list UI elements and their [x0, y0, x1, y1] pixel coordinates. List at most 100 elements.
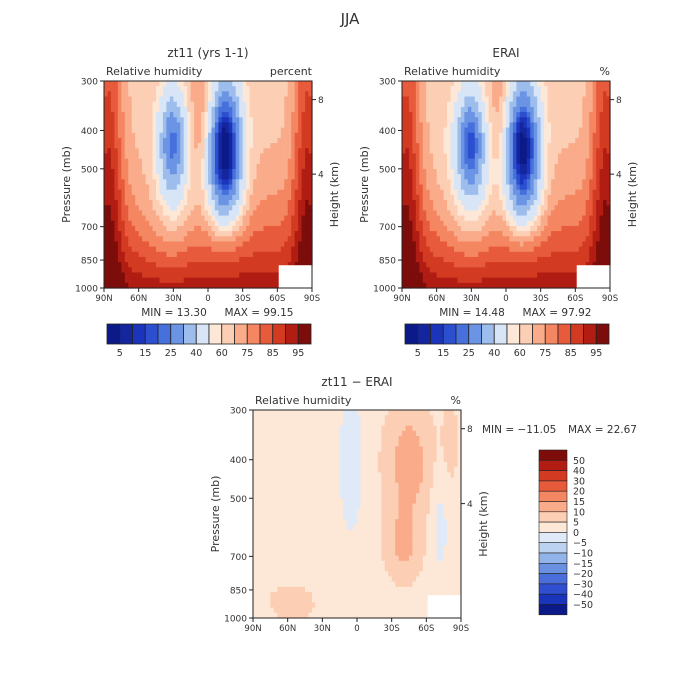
- heatmap-cell: [159, 168, 164, 175]
- heatmap-cell: [249, 205, 254, 211]
- heatmap-cell: [260, 143, 265, 149]
- heatmap-cell: [187, 127, 192, 134]
- erai-cells: [402, 81, 611, 289]
- heatmap-cell: [523, 153, 528, 160]
- heatmap-cell: [176, 184, 181, 191]
- heatmap-cell: [564, 194, 569, 201]
- heatmap-cell: [204, 220, 209, 227]
- heatmap-cell: [190, 205, 195, 211]
- heatmap-cell: [450, 117, 455, 123]
- heatmap-cell: [460, 81, 465, 87]
- heatmap-cell: [156, 163, 161, 170]
- colorbar-swatch: [468, 323, 482, 345]
- heatmap-cell: [422, 194, 427, 201]
- heatmap-cell: [114, 153, 119, 160]
- heatmap-cell: [131, 272, 136, 279]
- heatmap-cell: [249, 127, 254, 134]
- heatmap-cell: [156, 267, 161, 274]
- heatmap-cell: [218, 143, 223, 149]
- heatmap-cell: [561, 200, 566, 206]
- heatmap-cell: [131, 225, 136, 232]
- heatmap-cell: [156, 215, 161, 222]
- heatmap-cell: [305, 215, 310, 222]
- heatmap-cell: [471, 236, 476, 243]
- heatmap-cell: [128, 220, 133, 227]
- heatmap-cell: [187, 106, 192, 113]
- heatmap-cell: [544, 262, 549, 268]
- heatmap-cell: [145, 277, 150, 284]
- heatmap-cell: [412, 272, 417, 279]
- heatmap-cell: [499, 215, 504, 222]
- heatmap-cell: [287, 122, 292, 129]
- heatmap-cell: [537, 132, 542, 139]
- heatmap-cell: [239, 262, 244, 268]
- heatmap-cell: [488, 241, 493, 248]
- heatmap-cell: [402, 174, 407, 180]
- heatmap-cell: [433, 282, 438, 289]
- heatmap-cell: [467, 220, 472, 227]
- heatmap-cell: [263, 277, 268, 284]
- heatmap-cell: [277, 174, 282, 180]
- heatmap-cell: [603, 106, 608, 113]
- max-value: MAX = 99.15: [225, 307, 294, 319]
- heatmap-cell: [561, 137, 566, 144]
- heatmap-cell: [571, 282, 576, 289]
- heatmap-cell: [107, 194, 112, 201]
- heatmap-cell: [544, 148, 549, 155]
- heatmap-cell: [526, 236, 531, 243]
- heatmap-cell: [291, 91, 296, 98]
- heatmap-cell: [481, 91, 486, 98]
- heatmap-cell: [187, 122, 192, 129]
- heatmap-cell: [405, 236, 410, 243]
- heatmap-cell: [117, 256, 122, 263]
- heatmap-cell: [478, 189, 483, 196]
- heatmap-cell: [159, 122, 164, 129]
- heatmap-cell: [558, 225, 563, 232]
- heatmap-cell: [256, 277, 261, 284]
- heatmap-cell: [485, 251, 490, 258]
- heatmap-cell: [516, 153, 521, 160]
- heatmap-cell: [173, 91, 178, 98]
- heatmap-cell: [117, 200, 122, 206]
- heatmap-cell: [232, 137, 237, 144]
- heatmap-cell: [176, 272, 181, 279]
- heatmap-cell: [142, 153, 147, 160]
- heatmap-cell: [211, 174, 216, 180]
- heatmap-cell: [263, 215, 268, 222]
- heatmap-cell: [142, 122, 147, 129]
- heatmap-cell: [214, 200, 219, 206]
- heatmap-cell: [190, 200, 195, 206]
- heatmap-cell: [187, 174, 192, 180]
- heatmap-cell: [585, 200, 590, 206]
- heatmap-cell: [512, 163, 517, 170]
- heatmap-cell: [502, 241, 507, 248]
- heatmap-cell: [194, 225, 199, 232]
- heatmap-cell: [405, 132, 410, 139]
- heatmap-cell: [526, 246, 531, 253]
- heatmap-cell: [138, 96, 143, 103]
- heatmap-cell: [197, 91, 202, 98]
- heatmap-cell: [578, 179, 583, 186]
- heatmap-cell: [447, 200, 452, 206]
- heatmap-cell: [121, 168, 126, 175]
- heatmap-cell: [246, 251, 251, 258]
- heatmap-cell: [450, 282, 455, 289]
- heatmap-cell: [596, 215, 601, 222]
- heatmap-cell: [256, 430, 261, 437]
- heatmap-cell: [190, 231, 195, 237]
- heatmap-cell: [523, 220, 528, 227]
- heatmap-cell: [492, 256, 497, 263]
- heatmap-cell: [578, 251, 583, 258]
- heatmap-cell: [440, 137, 445, 144]
- heatmap-cell: [519, 267, 524, 274]
- heatmap-cell: [512, 122, 517, 129]
- heatmap-cell: [447, 184, 452, 191]
- heatmap-cell: [408, 272, 413, 279]
- heatmap-cell: [110, 153, 115, 160]
- heatmap-cell: [544, 81, 549, 87]
- heatmap-cell: [260, 158, 265, 165]
- heatmap-cell: [152, 200, 157, 206]
- heatmap-cell: [537, 112, 542, 118]
- heatmap-cell: [232, 143, 237, 149]
- heatmap-cell: [585, 112, 590, 118]
